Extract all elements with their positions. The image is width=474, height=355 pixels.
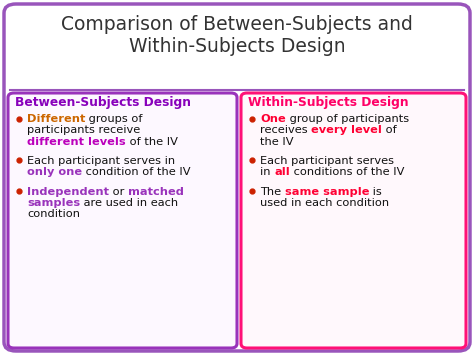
- Text: Each participant serves: Each participant serves: [260, 156, 394, 166]
- Text: Comparison of Between-Subjects and
Within-Subjects Design: Comparison of Between-Subjects and Withi…: [61, 15, 413, 56]
- Text: or: or: [109, 187, 128, 197]
- Text: Within-Subjects Design: Within-Subjects Design: [248, 96, 409, 109]
- Text: The: The: [260, 187, 285, 197]
- Text: Different: Different: [27, 114, 85, 124]
- Text: condition: condition: [27, 209, 80, 219]
- Text: only one: only one: [27, 167, 82, 177]
- Text: of the IV: of the IV: [126, 137, 177, 147]
- Text: group of participants: group of participants: [286, 114, 409, 124]
- Text: every level: every level: [311, 125, 382, 135]
- Text: receives: receives: [260, 125, 311, 135]
- FancyBboxPatch shape: [8, 93, 237, 348]
- Text: is: is: [369, 187, 382, 197]
- Text: in: in: [260, 167, 274, 177]
- Text: samples: samples: [27, 198, 80, 208]
- Text: One: One: [260, 114, 286, 124]
- Text: Between-Subjects Design: Between-Subjects Design: [15, 96, 191, 109]
- Text: used in each condition: used in each condition: [260, 198, 389, 208]
- FancyBboxPatch shape: [241, 93, 466, 348]
- Text: all: all: [274, 167, 290, 177]
- Text: are used in each: are used in each: [80, 198, 178, 208]
- Text: participants receive: participants receive: [27, 125, 140, 135]
- Text: of: of: [382, 125, 397, 135]
- Text: Independent: Independent: [27, 187, 109, 197]
- Text: matched: matched: [128, 187, 184, 197]
- Text: same sample: same sample: [285, 187, 369, 197]
- Text: Each participant serves in: Each participant serves in: [27, 156, 175, 166]
- Text: groups of: groups of: [85, 114, 143, 124]
- Text: the IV: the IV: [260, 137, 293, 147]
- Text: condition of the IV: condition of the IV: [82, 167, 191, 177]
- FancyBboxPatch shape: [4, 4, 470, 351]
- Text: conditions of the IV: conditions of the IV: [290, 167, 404, 177]
- Text: different levels: different levels: [27, 137, 126, 147]
